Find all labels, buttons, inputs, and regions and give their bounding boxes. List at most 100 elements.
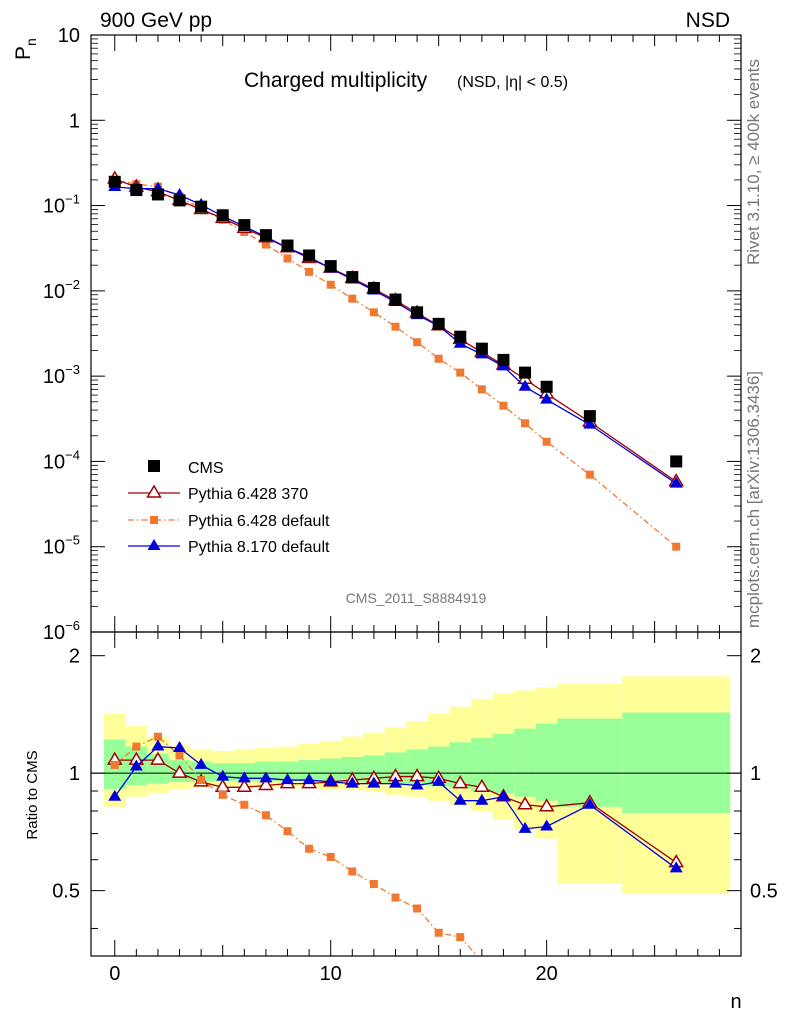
- main-pythia6-default-point: [585, 470, 594, 479]
- main-y-tick-label: 10−4: [43, 447, 80, 473]
- legend-label-pythia6-default: Pythia 6.428 default: [188, 513, 330, 530]
- x-tick-label: 10: [320, 963, 342, 985]
- ratio-pythia6-default-point: [261, 811, 270, 820]
- main-cms-point: [130, 184, 143, 197]
- ratio-inner-band: [471, 738, 493, 792]
- ratio-inner-band: [449, 742, 472, 789]
- main-cms-point: [303, 249, 316, 262]
- ratio-pythia8-default-point: [173, 741, 187, 753]
- ratio-pythia6-default-point: [110, 760, 119, 769]
- main-pythia6-default-point: [477, 385, 486, 394]
- ratio-pythia8-default-point: [367, 776, 381, 788]
- main-panel: 10 1 10−1 10−2 10−3 10−4 10−5 10−6 Pn Charged m…: [12, 25, 742, 644]
- main-subtitle: (NSD, |η| < 0.5): [457, 74, 568, 91]
- legend-label-pythia6-370: Pythia 6.428 370: [188, 486, 308, 503]
- main-cms-point: [173, 194, 186, 207]
- ratio-pythia6-370-point: [236, 778, 253, 793]
- legend-entry-cms: CMS: [148, 460, 224, 477]
- ratio-pythia6-default-point: [197, 776, 206, 785]
- ratio-y-tick-label-left: 0.5: [52, 881, 80, 903]
- ratio-pythia8-default-point: [324, 774, 338, 786]
- analysis-watermark: CMS_2011_S8884919: [346, 590, 487, 606]
- main-pythia8-default-line: [114, 186, 677, 485]
- ratio-pythia8-default-point: [151, 739, 165, 751]
- ratio-pythia6-default-point: [391, 893, 400, 902]
- main-pythia6-default-point: [434, 354, 443, 363]
- main-pythia6-default-point: [521, 419, 530, 428]
- main-cms-point: [281, 239, 294, 252]
- main-cms-point: [195, 200, 208, 213]
- ratio-inner-band: [557, 718, 623, 807]
- main-pythia6-default-line: [114, 179, 677, 548]
- x-tick-label: 20: [536, 963, 558, 985]
- main-pythia6-default-point: [369, 308, 378, 317]
- ratio-pythia6-default-point: [218, 790, 227, 799]
- ratio-inner-band: [276, 761, 299, 781]
- ratio-pythia8-default-point: [496, 789, 510, 801]
- main-pythia6-default-point: [305, 267, 314, 276]
- ratio-pythia6-default-point: [132, 742, 141, 751]
- main-pythia6-default-point: [413, 338, 422, 347]
- legend-label-cms: CMS: [188, 460, 224, 477]
- main-cms-point: [497, 353, 510, 366]
- ratio-pythia6-370-point: [452, 775, 469, 789]
- ratio-pythia6-default-point: [305, 844, 314, 853]
- legend-entry-pythia6-default: Pythia 6.428 default: [128, 513, 330, 530]
- ratio-pythia8-default-point: [518, 821, 532, 833]
- ratio-pythia8-default-point: [129, 759, 143, 771]
- main-y-axis-label: Pn: [12, 38, 39, 60]
- main-y-tick-label: 10−6: [43, 618, 80, 644]
- main-y-tick-label: 1: [69, 110, 80, 132]
- ratio-pythia8-default-point: [216, 769, 230, 781]
- ratio-pythia8-default-point: [432, 774, 446, 786]
- main-cms-point: [670, 455, 683, 468]
- main-y-tick-label: 10−1: [43, 192, 80, 218]
- ratio-y-tick-label-left: 1: [69, 763, 80, 785]
- main-cms-point: [389, 293, 402, 306]
- ratio-pythia8-default-point: [669, 861, 683, 873]
- main-title: Charged multiplicity: [244, 69, 428, 92]
- ratio-pythia6-default-point: [413, 904, 422, 913]
- ratio-pythia8-default-point: [237, 771, 251, 783]
- ratio-pythia8-default-point: [540, 819, 554, 831]
- ratio-pythia8-default-point: [345, 776, 359, 788]
- ratio-inner-band: [622, 712, 731, 814]
- main-cms-point: [475, 342, 488, 355]
- header-left-label: 900 GeV pp: [100, 9, 212, 32]
- ratio-pythia6-default-point: [434, 928, 443, 937]
- legend-entry-pythia8-default: Pythia 8.170 default: [128, 539, 330, 556]
- ratio-pythia6-default-point: [283, 827, 292, 836]
- ratio-pythia6-default-point: [369, 879, 378, 888]
- main-pythia6-default-point: [326, 280, 335, 289]
- ratio-inner-band: [406, 749, 428, 785]
- legend-label-pythia8-default: Pythia 8.170 default: [188, 539, 330, 556]
- main-cms-point: [151, 188, 164, 201]
- main-pythia8-default-point: [583, 417, 597, 429]
- ratio-pythia8-default-point: [259, 771, 273, 783]
- ratio-pythia6-default-point: [175, 751, 184, 760]
- side-label-top: Rivet 3.1.10, ≥ 400k events: [744, 59, 763, 265]
- ratio-y-tick-label-right: 1: [750, 763, 761, 785]
- ratio-pythia6-default-point: [326, 852, 335, 861]
- main-pythia6-default-point: [261, 240, 270, 249]
- main-cms-point: [324, 260, 337, 273]
- ratio-pythia6-370-point: [171, 764, 188, 778]
- ratio-pythia8-default-point: [281, 773, 295, 785]
- main-y-tick-label: 10−3: [43, 362, 80, 388]
- ratio-inner-band: [363, 755, 385, 783]
- ratio-inner-band: [492, 733, 515, 793]
- main-cms-point: [108, 175, 121, 188]
- ratio-pythia6-370-point: [517, 796, 533, 810]
- ratio-inner-band: [190, 761, 212, 782]
- side-label-bottom: mcplots.cern.ch [arXiv:1306.3436]: [744, 371, 763, 628]
- ratio-pythia8-default-point: [194, 757, 208, 769]
- ratio-y-tick-label-right: 0.5: [750, 881, 778, 903]
- main-pythia6-default-point: [499, 401, 508, 410]
- main-pythia6-default-point: [456, 368, 465, 377]
- ratio-pythia6-370-point: [474, 778, 490, 793]
- ratio-pythia8-default-point: [410, 778, 424, 790]
- ratio-pythia8-default-point: [453, 793, 467, 805]
- main-cms-point: [583, 410, 596, 423]
- main-y-tick-label: 10−5: [43, 533, 80, 559]
- ratio-pythia6-370-point: [538, 798, 555, 812]
